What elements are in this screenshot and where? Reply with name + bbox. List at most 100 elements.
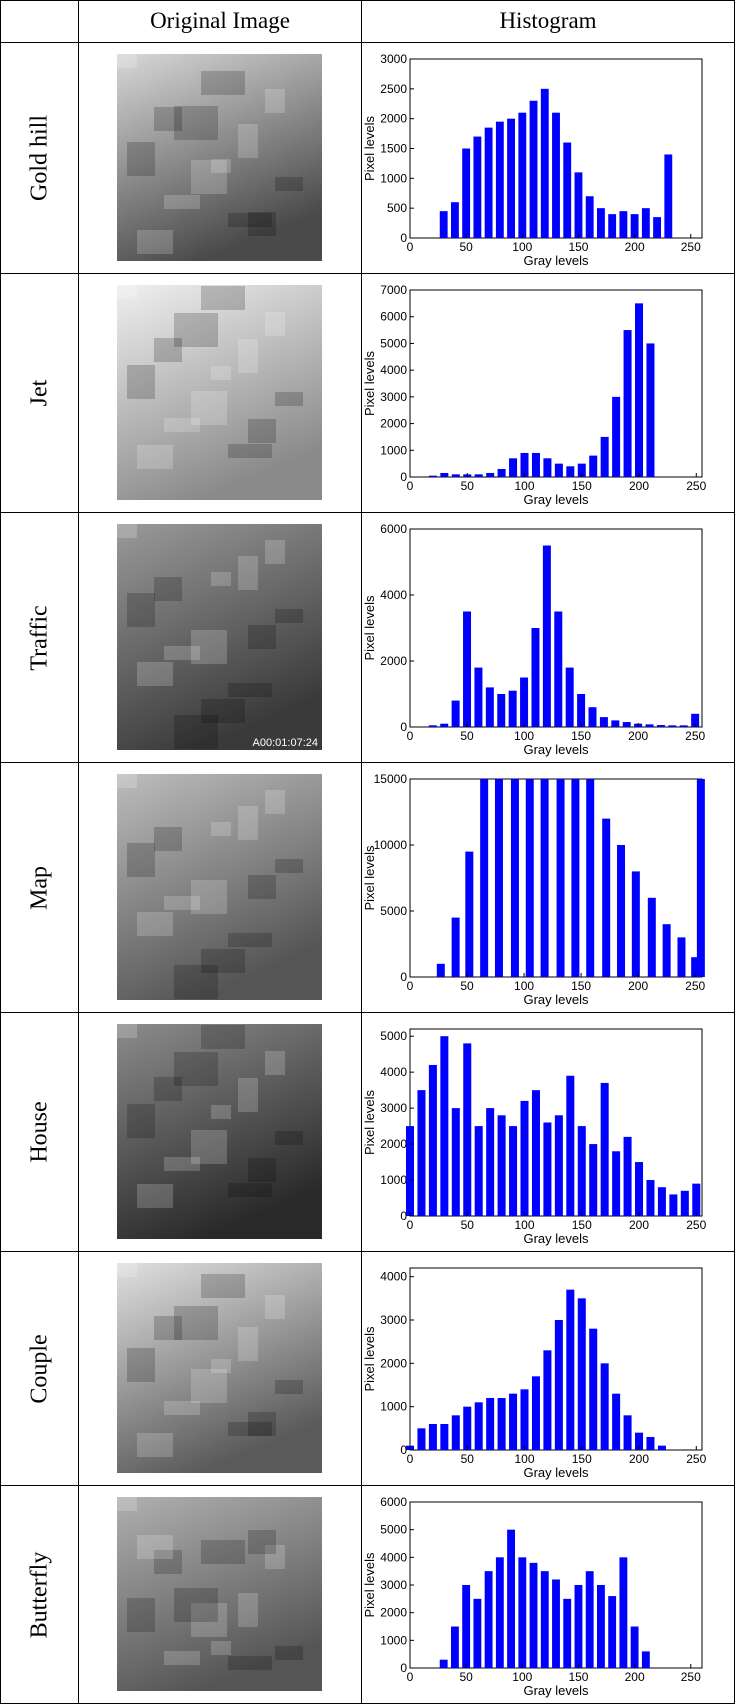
photo-texture (201, 286, 245, 310)
bar (680, 1190, 689, 1216)
y-tick-label: 2000 (380, 417, 407, 431)
bar (571, 779, 580, 977)
photo-texture (174, 1306, 218, 1340)
y-tick-label: 2000 (380, 112, 407, 126)
bar (577, 1126, 586, 1216)
photo-texture (127, 1104, 155, 1138)
photo-texture (211, 1359, 231, 1373)
bar (474, 1126, 483, 1216)
bar (520, 1389, 529, 1450)
photo-texture (154, 338, 182, 362)
photo-texture (275, 859, 303, 873)
y-tick-label: 5000 (380, 904, 407, 918)
bar (497, 468, 506, 477)
image-cell (79, 274, 362, 512)
x-tick-label: 200 (628, 979, 648, 993)
bar (474, 667, 483, 727)
bar (646, 1437, 655, 1450)
photo-texture (137, 912, 173, 936)
bar (585, 196, 594, 238)
bar (497, 1398, 506, 1450)
y-tick-label: 0 (400, 1443, 407, 1457)
photo-texture (164, 896, 200, 910)
bar (646, 1180, 655, 1216)
y-tick-label: 6000 (380, 1495, 407, 1509)
photo-texture (117, 54, 137, 68)
x-tick-label: 100 (514, 1218, 534, 1232)
y-tick-label: 500 (387, 201, 407, 215)
bar (612, 1393, 621, 1450)
chart: 0 50 100 150 200 250 0 1000 2000 3000 4000 Gray lev… (362, 1267, 707, 1480)
chart-cell: 0 50 100 150 200 250 0 5000 10000 15000 Gray level… (362, 763, 734, 1012)
image-cell: A00:01:07:24 (79, 513, 362, 762)
bar (577, 694, 586, 727)
photo-texture (201, 949, 245, 973)
bar (451, 700, 460, 727)
x-axis-label: Gray levels (523, 1231, 589, 1246)
y-tick-label: 1000 (380, 1633, 407, 1647)
photo-texture (265, 540, 285, 564)
bar (608, 214, 617, 238)
chart-cell: 0 50 100 150 200 250 0 500 1000 1500 2000 2500 3000 G… (362, 43, 734, 273)
bar (405, 1126, 415, 1216)
image-cell (79, 1013, 362, 1251)
photo-texture (275, 392, 303, 406)
x-tick-label: 100 (514, 479, 534, 493)
table-row: Traffic A00:01:07:24 0 50 100 150 200 250 0 2000 4… (1, 512, 734, 762)
photo-texture (117, 1263, 137, 1277)
photo-texture (137, 662, 173, 686)
x-tick-label: 50 (461, 1218, 475, 1232)
y-tick-label: 6000 (380, 522, 407, 536)
bar (463, 1043, 472, 1216)
bar (635, 1162, 644, 1216)
photo-texture (228, 444, 272, 458)
bar (617, 845, 626, 977)
bar (563, 1598, 572, 1668)
table-row: Couple 0 50 100 150 200 250 0 1000 2000 3000 4000 Gr… (1, 1251, 734, 1485)
bar (619, 1557, 628, 1668)
bar (565, 667, 574, 727)
bar (574, 1585, 583, 1668)
bar (480, 779, 489, 977)
photo-texture (137, 1433, 173, 1457)
chart-cell: 0 50 100 150 200 250 0 1000 2000 3000 4000 5000 Gray… (362, 1013, 734, 1251)
bar (635, 1432, 644, 1450)
photo-texture (117, 1024, 137, 1038)
photo-texture (265, 1295, 285, 1319)
bar (630, 214, 639, 238)
bar (589, 1144, 598, 1216)
bar (529, 100, 538, 238)
bar (554, 463, 563, 477)
x-tick-label: 150 (572, 479, 592, 493)
y-axis-label: Pixel levels (362, 350, 377, 416)
photo-texture (201, 1274, 245, 1298)
bar (554, 1320, 563, 1450)
bar (646, 343, 655, 477)
photo-texture (201, 1540, 245, 1564)
x-tick-label: 50 (459, 240, 473, 254)
bar (696, 779, 705, 977)
y-tick-label: 2000 (380, 1356, 407, 1370)
bar (647, 897, 656, 977)
x-tick-label: 200 (628, 729, 648, 743)
y-tick-label: 0 (400, 470, 407, 484)
bar (630, 1626, 639, 1668)
y-tick-label: 2500 (380, 82, 407, 96)
chart: 0 50 100 150 200 250 0 1000 2000 3000 4000 5000 6000… (362, 283, 707, 507)
bar (669, 1194, 678, 1216)
bar (566, 466, 575, 477)
photo-texture (154, 1550, 182, 1574)
photo-texture (191, 160, 227, 194)
row-label: Map (26, 865, 53, 910)
bar (599, 717, 608, 727)
photo-texture (275, 1380, 303, 1394)
x-tick-label: 250 (686, 1218, 706, 1232)
image-cell (79, 43, 362, 273)
photo-texture (117, 1497, 137, 1511)
photo-texture (238, 556, 258, 590)
bar (462, 148, 471, 238)
bar (668, 725, 677, 727)
bar (450, 1626, 459, 1668)
label-cell: Butterfly (1, 1486, 79, 1703)
